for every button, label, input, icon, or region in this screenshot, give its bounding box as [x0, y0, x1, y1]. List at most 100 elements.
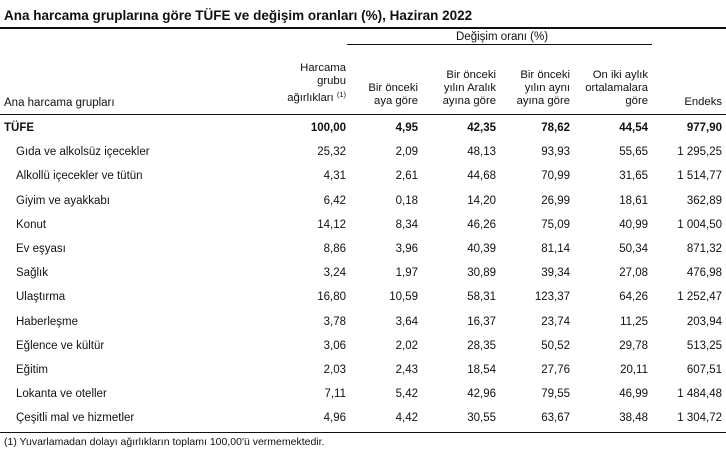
cell-avg: 38,48 — [619, 412, 648, 424]
cell-weight: 3,06 — [323, 340, 346, 352]
row-name: Gıda ve alkolsüz içecekler — [16, 146, 150, 158]
header-weight-line3: ağırlıkları (1) — [287, 90, 346, 104]
table-bottom-rule — [0, 432, 726, 433]
cell-index: 977,90 — [686, 122, 722, 134]
header-yearly: Bir önceki yılın aynı ayına göre — [516, 69, 570, 107]
cell-dec: 28,35 — [467, 340, 496, 352]
row-name: TÜFE — [4, 122, 35, 134]
cell-dec: 16,37 — [467, 316, 496, 328]
cell-year: 70,99 — [541, 170, 570, 182]
cell-year: 81,14 — [541, 243, 570, 255]
cell-dec: 46,26 — [467, 219, 496, 231]
cell-dec: 42,96 — [467, 388, 496, 400]
cell-monthly: 8,34 — [395, 219, 418, 231]
cell-monthly: 2,43 — [395, 364, 418, 376]
table-title: Ana harcama gruplarına göre TÜFE ve deği… — [4, 8, 473, 23]
cell-index: 203,94 — [686, 316, 722, 328]
cell-monthly: 4,42 — [395, 412, 418, 424]
header-weight-line1: Harcama — [300, 62, 346, 74]
cell-index: 1 004,50 — [677, 219, 722, 231]
cell-index: 871,32 — [686, 243, 722, 255]
cell-avg: 50,34 — [619, 243, 648, 255]
top-rule — [0, 27, 726, 29]
cell-index: 1 252,47 — [677, 291, 722, 303]
row-name: Çeşitli mal ve hizmetler — [16, 412, 135, 424]
cell-dec: 18,54 — [467, 364, 496, 376]
cell-weight: 14,12 — [317, 219, 346, 231]
cell-avg: 64,26 — [619, 291, 648, 303]
cell-year: 93,93 — [541, 146, 570, 158]
row-name: Alkollü içecekler ve tütün — [16, 170, 143, 182]
cell-year: 78,62 — [541, 122, 570, 134]
cell-year: 63,67 — [541, 412, 570, 424]
row-name: Sağlık — [16, 267, 48, 279]
row-name: Ev eşyası — [16, 243, 66, 255]
row-name: Giyim ve ayakkabı — [16, 195, 110, 207]
cell-avg: 55,65 — [619, 146, 648, 158]
cell-dec: 40,39 — [467, 243, 496, 255]
cell-avg: 29,78 — [619, 340, 648, 352]
cell-avg: 40,99 — [619, 219, 648, 231]
header-weight: Harcama grubu ağırlıkları (1) — [262, 62, 346, 105]
cell-dec: 42,35 — [467, 122, 496, 134]
cell-dec: 48,13 — [467, 146, 496, 158]
cell-monthly: 3,64 — [395, 316, 418, 328]
cell-weight: 6,42 — [323, 195, 346, 207]
row-name: Haberleşme — [16, 316, 78, 328]
header-weight-line2: grubu — [317, 75, 346, 87]
group-underline — [347, 44, 652, 45]
cell-index: 1 484,48 — [677, 388, 722, 400]
cell-weight: 2,03 — [323, 364, 346, 376]
cell-weight: 4,96 — [323, 412, 346, 424]
cell-dec: 58,31 — [467, 291, 496, 303]
header-bottom-rule — [0, 114, 726, 115]
cell-index: 513,25 — [686, 340, 722, 352]
cell-index: 1 304,72 — [677, 412, 722, 424]
cell-year: 79,55 — [541, 388, 570, 400]
header-december: Bir önceki yılın Aralık ayına göre — [442, 69, 496, 107]
cell-monthly: 10,59 — [389, 291, 418, 303]
cell-monthly: 0,18 — [395, 195, 418, 207]
cell-avg: 44,54 — [619, 122, 648, 134]
cell-dec: 30,55 — [467, 412, 496, 424]
cell-index: 1 514,77 — [677, 170, 722, 182]
row-name: Ulaştırma — [16, 291, 66, 303]
cell-monthly: 4,95 — [395, 122, 418, 134]
cell-dec: 14,20 — [467, 195, 496, 207]
row-name: Konut — [16, 219, 47, 231]
cell-monthly: 2,61 — [395, 170, 418, 182]
cell-dec: 44,68 — [467, 170, 496, 182]
row-label-header: Ana harcama grupları — [4, 97, 115, 109]
cell-avg: 46,99 — [619, 388, 648, 400]
cell-year: 75,09 — [541, 219, 570, 231]
cell-weight: 3,78 — [323, 316, 346, 328]
header-average: On iki aylık ortalamalara göre — [585, 69, 648, 107]
header-index: Endeks — [684, 96, 722, 108]
cell-year: 27,76 — [541, 364, 570, 376]
cell-year: 50,52 — [541, 340, 570, 352]
cell-index: 362,89 — [686, 195, 722, 207]
row-name: Eğitim — [16, 364, 48, 376]
cell-monthly: 5,42 — [395, 388, 418, 400]
cell-dec: 30,89 — [467, 267, 496, 279]
cell-year: 26,99 — [541, 195, 570, 207]
cell-avg: 11,25 — [620, 316, 648, 328]
cell-avg: 31,65 — [619, 170, 648, 182]
footnote: (1) Yuvarlamadan dolayı ağırlıkların top… — [4, 436, 325, 448]
cell-weight: 16,80 — [317, 291, 346, 303]
cell-index: 1 295,25 — [677, 146, 722, 158]
cell-monthly: 3,96 — [395, 243, 418, 255]
cell-avg: 27,08 — [619, 267, 648, 279]
cell-monthly: 1,97 — [395, 267, 418, 279]
cell-year: 39,34 — [541, 267, 570, 279]
cell-monthly: 2,09 — [395, 146, 418, 158]
cell-year: 23,74 — [541, 316, 570, 328]
group-header-change-rate: Değişim oranı (%) — [456, 31, 549, 43]
row-name: Lokanta ve oteller — [16, 388, 107, 400]
cell-avg: 18,61 — [619, 195, 648, 207]
row-name: Eğlence ve kültür — [16, 340, 105, 352]
cell-avg: 20,11 — [620, 364, 648, 376]
cell-index: 607,51 — [686, 364, 722, 376]
cell-weight: 100,00 — [310, 122, 346, 134]
cell-year: 123,37 — [534, 291, 570, 303]
